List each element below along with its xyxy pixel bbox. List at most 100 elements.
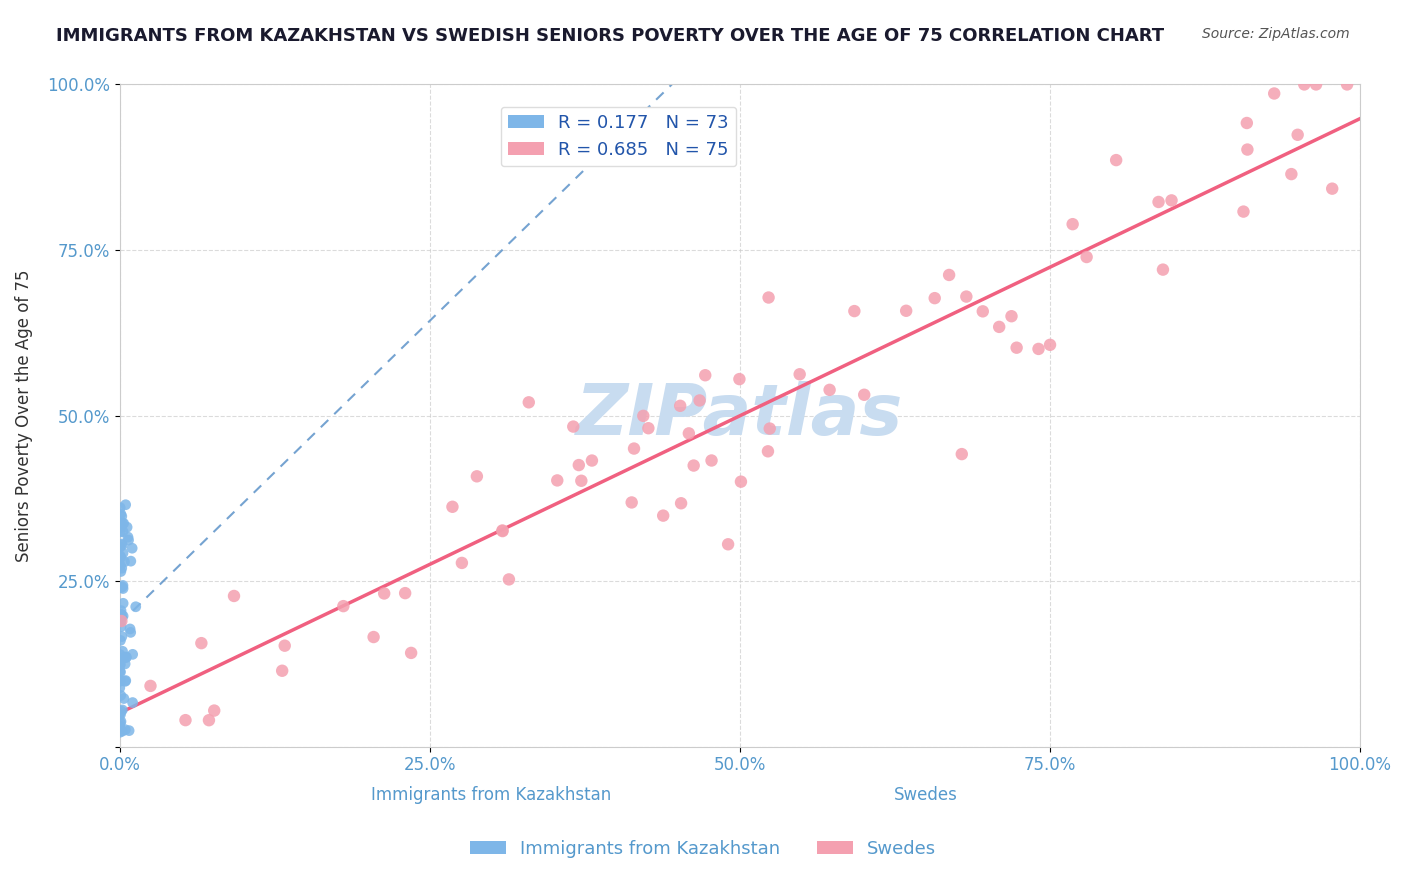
Point <box>950 447 973 461</box>
Point <box>202 704 225 718</box>
Point <box>108 681 131 695</box>
Point <box>110 648 132 662</box>
Text: Source: ZipAtlas.com: Source: ZipAtlas.com <box>1202 27 1350 41</box>
Point <box>853 388 876 402</box>
Point <box>120 554 142 568</box>
Point <box>972 304 994 318</box>
Point <box>1076 250 1098 264</box>
Point <box>111 724 134 739</box>
Point <box>517 395 540 409</box>
Point <box>695 368 717 383</box>
Point <box>110 565 132 579</box>
Point <box>112 650 135 665</box>
Point <box>441 500 464 514</box>
Point <box>1062 217 1084 231</box>
Point <box>623 442 645 456</box>
Point <box>121 541 143 556</box>
Point <box>818 383 841 397</box>
Point <box>1286 128 1309 142</box>
Point <box>114 723 136 737</box>
Legend: R = 0.177   N = 73, R = 0.685   N = 75: R = 0.177 N = 73, R = 0.685 N = 75 <box>501 107 737 166</box>
Point <box>108 673 131 688</box>
Point <box>110 707 132 722</box>
Point <box>988 319 1011 334</box>
Point <box>789 368 811 382</box>
Point <box>108 540 131 554</box>
Point <box>108 706 131 721</box>
Point <box>332 599 354 614</box>
Point <box>700 453 723 467</box>
Point <box>110 665 132 680</box>
Y-axis label: Seniors Poverty Over the Age of 75: Seniors Poverty Over the Age of 75 <box>15 269 32 562</box>
Point <box>491 524 513 538</box>
Point <box>111 630 134 644</box>
Point <box>1279 167 1302 181</box>
Text: ZIPatlas: ZIPatlas <box>576 381 903 450</box>
Point <box>114 498 136 512</box>
Point <box>394 586 416 600</box>
Point <box>110 507 132 521</box>
Point <box>118 622 141 636</box>
Legend: Immigrants from Kazakhstan, Swedes: Immigrants from Kazakhstan, Swedes <box>463 833 943 865</box>
Point <box>1236 116 1258 130</box>
Point <box>1294 78 1316 92</box>
Point <box>1236 143 1258 157</box>
Point <box>117 533 139 547</box>
Point <box>110 550 132 565</box>
Point <box>498 573 520 587</box>
Point <box>1005 341 1028 355</box>
Point <box>546 474 568 488</box>
Point <box>112 609 135 624</box>
Point <box>110 537 132 551</box>
Point <box>1232 204 1254 219</box>
Point <box>108 665 131 679</box>
Point <box>108 611 131 625</box>
Point <box>1000 309 1022 323</box>
Point <box>758 421 780 435</box>
Point <box>111 524 134 539</box>
Point <box>938 268 960 282</box>
Point <box>198 713 221 727</box>
Point <box>569 474 592 488</box>
Point <box>110 651 132 665</box>
Point <box>110 614 132 628</box>
Point <box>110 608 132 623</box>
Text: IMMIGRANTS FROM KAZAKHSTAN VS SWEDISH SENIORS POVERTY OVER THE AGE OF 75 CORRELA: IMMIGRANTS FROM KAZAKHSTAN VS SWEDISH SE… <box>56 27 1164 45</box>
Point <box>1152 262 1174 277</box>
Point <box>271 664 294 678</box>
Point <box>222 589 245 603</box>
Point <box>844 304 866 318</box>
Point <box>399 646 422 660</box>
Point <box>756 444 779 458</box>
Point <box>1039 338 1062 352</box>
Point <box>112 596 135 610</box>
Point <box>174 713 197 727</box>
Point <box>682 458 704 473</box>
Point <box>108 525 131 540</box>
Point <box>620 495 643 509</box>
Point <box>669 399 692 413</box>
Point <box>110 615 132 629</box>
Point <box>121 648 143 662</box>
Point <box>1322 182 1344 196</box>
Point <box>1028 342 1050 356</box>
Point <box>110 704 132 718</box>
Point <box>190 636 212 650</box>
Point <box>110 558 132 573</box>
Point <box>111 578 134 592</box>
Point <box>108 658 131 673</box>
Point <box>1263 87 1285 101</box>
Point <box>108 674 131 689</box>
Point <box>637 421 659 435</box>
Point <box>110 521 132 535</box>
Point <box>112 516 135 531</box>
Point <box>896 303 918 318</box>
Point <box>115 650 138 665</box>
Point <box>115 650 138 665</box>
Point <box>1105 153 1128 167</box>
Point <box>110 714 132 729</box>
Point <box>110 604 132 618</box>
Point <box>730 475 752 489</box>
Point <box>114 673 136 688</box>
Point <box>111 644 134 658</box>
